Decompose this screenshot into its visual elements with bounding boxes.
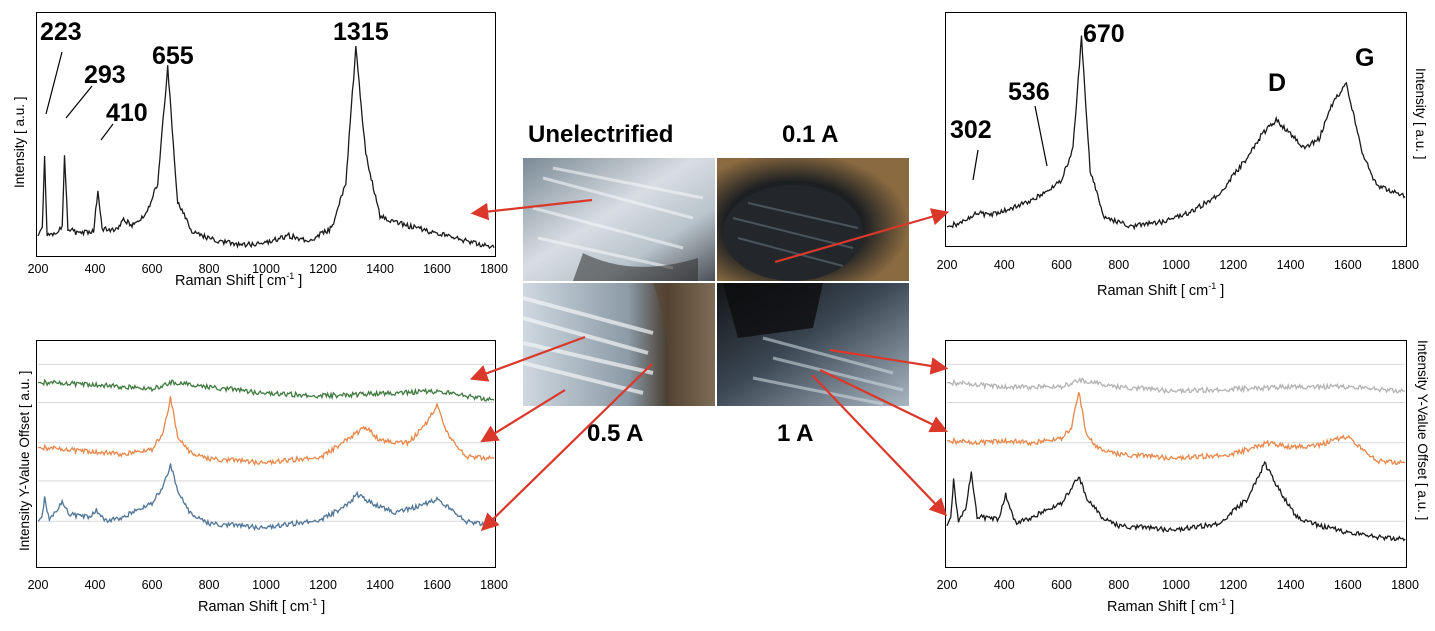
x-tick-label: 800 [198,262,220,276]
x-tick-label: 1000 [252,578,280,592]
arrow-1A-gray [829,348,949,375]
x-tick-label: 400 [84,578,106,592]
x-tick-label: 1600 [423,262,451,276]
condition-label-0-5A: 0.5 A [587,420,644,447]
x-tick-label: 1800 [480,578,508,592]
x-tick-label: 1400 [1276,578,1305,592]
peak-label-G: G [1355,44,1375,72]
spectrum-plot-area [946,35,1406,231]
arrow-0-5A-orange [480,389,566,443]
plot-frame [36,340,496,568]
x-tick-label: 400 [84,262,106,276]
x-tick-label: 1600 [423,578,451,592]
micrograph-0-1A [717,158,909,281]
condition-label-0-1A: 0.1 A [782,121,839,148]
arrow-unelectrified [470,198,593,221]
x-axis-label: Raman Shift [ cm-1 ] [198,597,326,615]
peak-label-D: D [1268,69,1287,97]
x-tick-label: 1200 [1219,578,1248,592]
spectrum-plot-area [37,45,495,250]
spectrum-plot-area [946,363,1406,542]
x-axis-label: Raman Shift [ cm-1 ] [1097,281,1225,299]
x-tick-label: 1200 [309,262,337,276]
x-axis-label: Raman Shift [ cm-1 ] [175,271,303,289]
x-tick-label: 400 [993,578,1015,592]
x-tick-label: 1600 [1333,578,1362,592]
x-tick-label: 1800 [1391,258,1419,272]
spectrum-series-2 [37,463,495,532]
x-tick-label: 800 [1108,258,1130,272]
x-tick-label: 200 [936,578,958,592]
x-tick-label: 1000 [252,262,280,276]
micrograph-0-5A [523,283,715,406]
x-tick-label: 1000 [1162,578,1190,592]
condition-label-unelectrified: Unelectrified [528,121,674,148]
x-tick-label: 1200 [1219,258,1248,272]
x-tick-label: 1400 [366,262,394,276]
x-tick-label: 600 [1051,258,1072,272]
spectrum-series-2 [946,460,1406,542]
x-tick-label: 1200 [309,578,337,592]
spectrum-series-0 [37,45,495,250]
x-tick-label: 200 [27,262,49,276]
x-tick-label: 600 [141,578,163,592]
x-tick-label: 1400 [1276,258,1305,272]
peak-label-223: 223 [40,18,82,46]
spectrum-series-0 [946,376,1406,395]
peak-label-293: 293 [84,61,126,89]
arrow-1A-orange [819,369,948,433]
arrow-0-1A [774,208,950,264]
peak-label-536: 536 [1008,78,1050,106]
micrograph-1A [717,283,909,406]
micrograph-grid [523,158,909,406]
micrograph-unelectrified [523,158,715,281]
x-tick-label: 200 [27,578,49,592]
peak-leader-lines [45,51,114,141]
x-tick-label: 1000 [1162,258,1190,272]
spectrum-series-0 [37,378,495,402]
x-axis-label: Raman Shift [ cm-1 ] [1107,597,1235,615]
x-tick-label: 1800 [1391,578,1419,592]
arrow-0-5A-green [469,335,586,382]
spectrum-series-1 [37,396,495,467]
x-tick-label: 200 [936,258,958,272]
arrow-1A-black [811,374,948,517]
x-tick-label: 1400 [366,578,394,592]
spectrum-plot-area [37,363,495,532]
spectrum-series-1 [946,392,1406,466]
peak-label-670: 670 [1083,20,1125,48]
x-tick-label: 800 [1108,578,1130,592]
x-tick-label: 600 [141,262,163,276]
peak-label-410: 410 [106,99,148,127]
peak-label-302: 302 [950,116,992,144]
x-tick-label: 600 [1051,578,1072,592]
plot-frame [36,12,496,257]
peak-label-1315: 1315 [333,18,389,46]
condition-label-1A: 1 A [777,420,814,447]
peak-leader-lines [972,105,1048,181]
arrow-0-5A-blue [480,363,653,532]
x-tick-label: 400 [993,258,1015,272]
spectrum-series-0 [946,35,1406,231]
x-tick-label: 1800 [480,262,508,276]
x-tick-label: 1600 [1333,258,1362,272]
x-tick-label: 800 [198,578,220,592]
plot-frame [945,12,1407,247]
peak-label-655: 655 [152,42,194,70]
